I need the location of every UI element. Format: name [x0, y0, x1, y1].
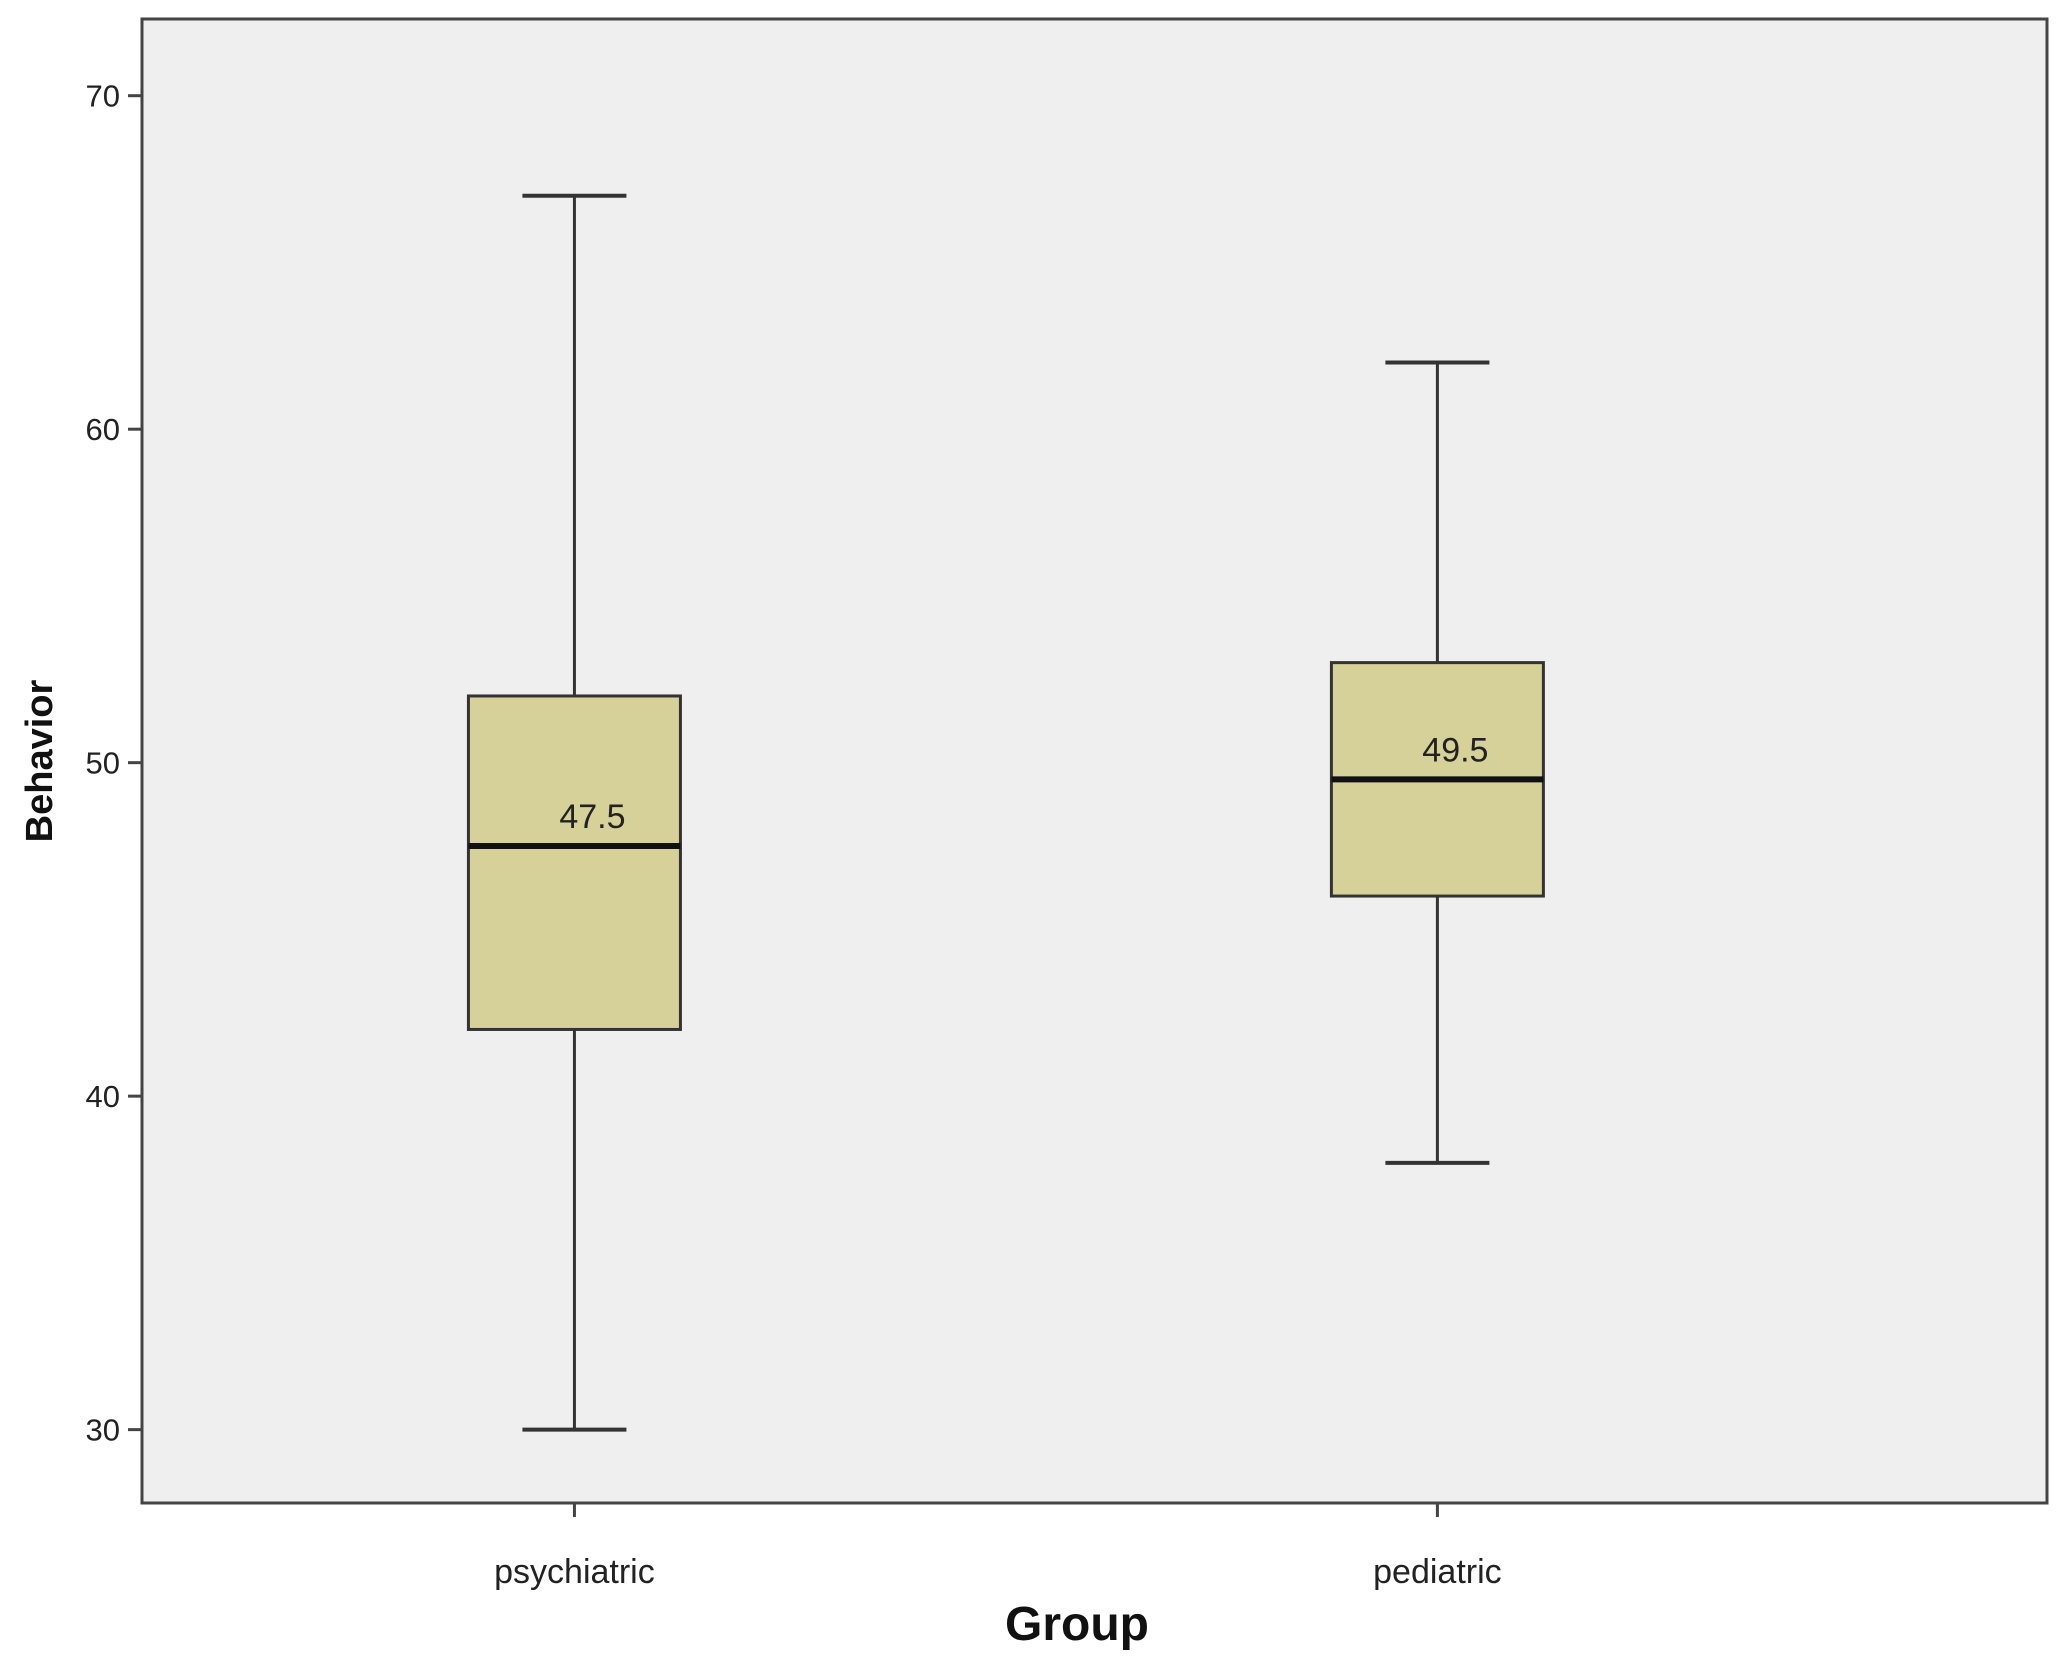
y-tick-label-40: 40 [86, 1079, 120, 1114]
box-series: 47.5 49.5 [466, 193, 1545, 1432]
y-axis-title: Behavior [19, 679, 61, 842]
box-pediatric: 49.5 [1329, 360, 1545, 1165]
y-tick-label-70: 70 [86, 79, 120, 114]
y-tick-label-50: 50 [86, 746, 120, 781]
y-tick-label-60: 60 [86, 412, 120, 447]
y-axis: 30 40 50 60 70 [86, 79, 142, 1448]
x-tick-label-pediatric: pediatric [1373, 1553, 1502, 1591]
median-label: 49.5 [1422, 731, 1488, 769]
plot-area [140, 17, 2049, 1505]
iqr-box [466, 694, 682, 1031]
y-tick-label-30: 30 [86, 1413, 120, 1448]
median-label: 47.5 [559, 798, 625, 836]
box-psychiatric: 47.5 [466, 193, 682, 1432]
x-axis: psychiatric pediatric [494, 1503, 1502, 1591]
x-axis-title: Group [1005, 1598, 1149, 1651]
x-tick-label-psychiatric: psychiatric [494, 1553, 655, 1591]
